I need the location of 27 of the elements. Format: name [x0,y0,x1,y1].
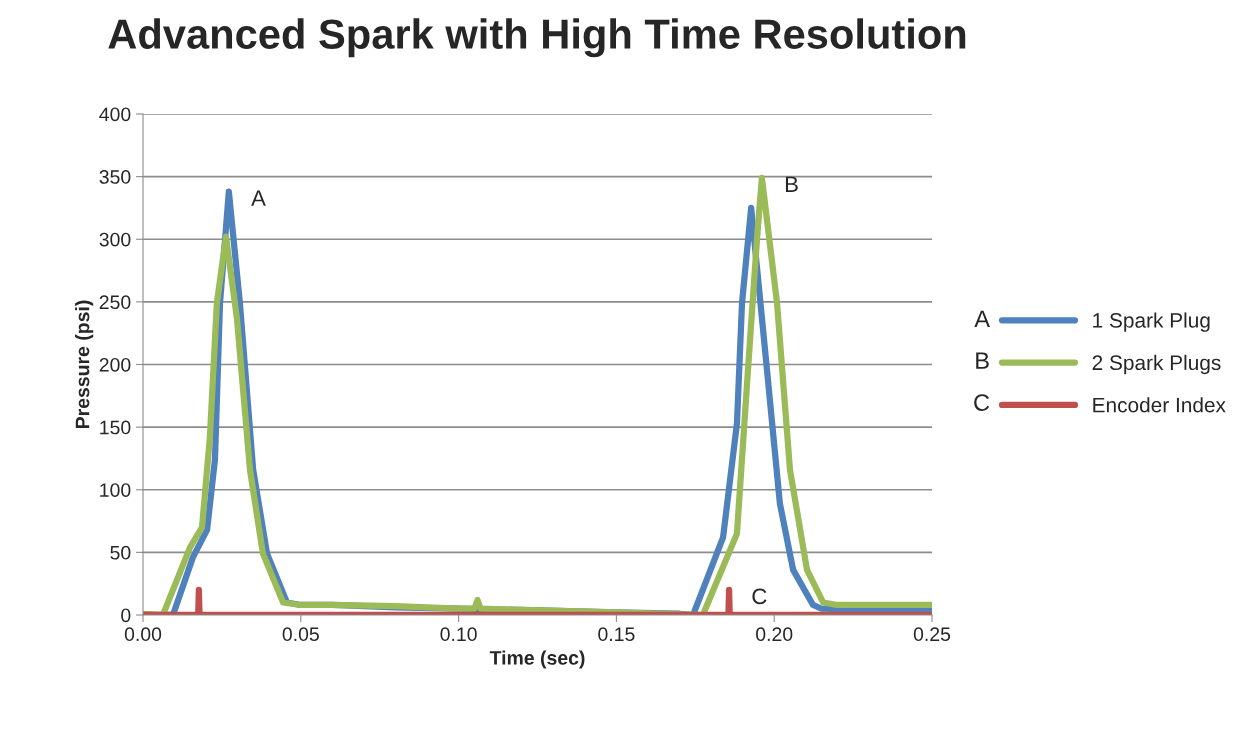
chart-title: Advanced Spark with High Time Resolution [108,18,966,58]
x-tick-label: 0.00 [124,627,162,642]
y-tick-label: 100 [100,483,131,497]
x-axis-title: Time (sec) [489,650,585,669]
y-tick-label: 50 [110,545,131,560]
x-tick-label: 0.05 [282,627,319,642]
annotation: A [251,190,266,206]
y-tick-label: 300 [99,232,131,247]
annotation: B [785,176,798,192]
legend-label: 1 Spark Plug [1093,312,1210,332]
y-tick-label: 400 [99,107,131,122]
y-axis-title: Pressure (psi) [75,300,94,429]
legend-label: Encoder Index [1093,397,1226,413]
text: A [974,310,990,327]
x-tick-label: 0.15 [598,627,635,642]
annotation: C [752,588,767,605]
x-tick-label: 0.20 [756,627,793,642]
x-tick-label: 0.10 [440,627,477,642]
y-tick-label: 150 [100,420,131,435]
x-tick-label: 0.25 [913,627,951,642]
text: C [974,394,990,411]
text: B [976,352,989,369]
y-tick-label: 0 [121,608,131,623]
y-tick-label: 350 [99,170,131,184]
y-tick-label: 200 [99,357,131,372]
legend-label: 2 Spark Plugs [1092,354,1221,375]
y-tick-label: 250 [99,295,131,310]
